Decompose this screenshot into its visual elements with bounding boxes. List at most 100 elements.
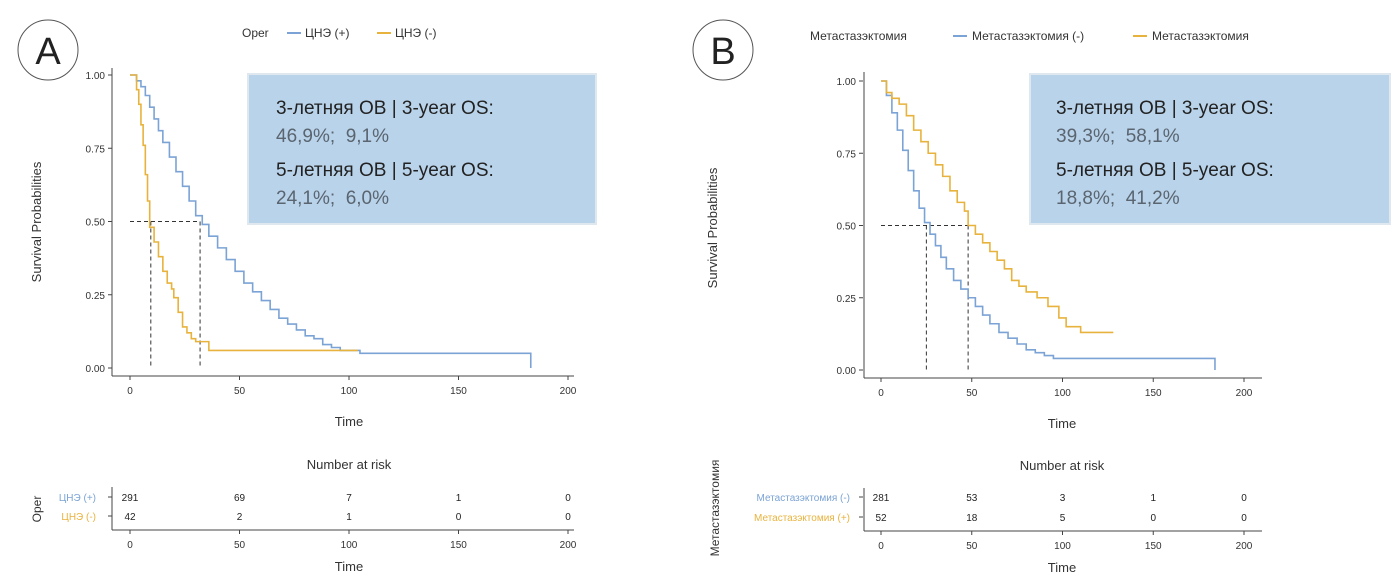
legend-a: Oper ЦНЭ (+) ЦНЭ (-) bbox=[242, 26, 437, 40]
legend-entry: ЦНЭ (+) bbox=[305, 26, 350, 40]
plot-area-b bbox=[881, 80, 1216, 370]
risk-row-label: ЦНЭ (-) bbox=[61, 512, 96, 523]
risk-values-b: 281 53 3 1 052 18 5 0 00 50 100 150 200 bbox=[859, 493, 1253, 552]
risk-values-a: 291 69 7 1 042 2 1 0 00 50 100 150 200 bbox=[108, 493, 577, 551]
risk-value: 53 bbox=[966, 493, 978, 504]
risk-value: 7 bbox=[346, 493, 352, 504]
x-axis-label: Time bbox=[1048, 416, 1076, 431]
annotation-box-bg bbox=[1029, 73, 1391, 225]
risk-row-label: Метастазэктомия (+) bbox=[754, 513, 850, 524]
ticks-b: 0.00 0.25 0.50 0.75 1.00 0 50 100 150 200 bbox=[837, 77, 1253, 399]
legend-b: Метастазэктомия Метастазэктомия (-) Мета… bbox=[810, 29, 1249, 43]
legend-entry: ЦНЭ (-) bbox=[395, 26, 437, 40]
risk-value: 52 bbox=[875, 513, 887, 524]
risk-table-title: Number at risk bbox=[1020, 458, 1105, 473]
risk-row-label: ЦНЭ (+) bbox=[59, 493, 96, 504]
risk-value: 69 bbox=[234, 493, 246, 504]
risk-x-tick-label: 150 bbox=[450, 540, 467, 551]
y-tick-label: 0.25 bbox=[837, 294, 857, 305]
risk-value: 0 bbox=[565, 493, 571, 504]
x-tick-label: 200 bbox=[560, 386, 577, 397]
plot-area-a bbox=[130, 74, 532, 368]
risk-x-tick-label: 150 bbox=[1145, 541, 1162, 552]
x-axis-label: Time bbox=[335, 414, 363, 429]
y-axis-label: Survival Probabilities bbox=[705, 167, 720, 288]
survival-curve-blue bbox=[881, 80, 1216, 370]
survival-curve-blue bbox=[130, 74, 532, 368]
y-tick-label: 1.00 bbox=[837, 77, 857, 88]
y-tick-label: 0.75 bbox=[837, 149, 857, 160]
annotation-line1-value: 46,9%; 9,1% bbox=[276, 126, 389, 147]
risk-value: 5 bbox=[1060, 513, 1066, 524]
annotation-line1-label: 3-летняя ОВ | 3-year OS: bbox=[276, 98, 494, 119]
axes-b: Survival Probabilities Time 0.00 0.25 0.50… bbox=[705, 72, 1262, 431]
x-tick-label: 150 bbox=[1145, 388, 1162, 399]
legend-entry: Метастазэктомия bbox=[1152, 29, 1249, 43]
risk-value: 0 bbox=[1241, 513, 1247, 524]
annotation-line2-value: 24,1%; 6,0% bbox=[276, 188, 389, 209]
y-tick-label: 0.50 bbox=[837, 222, 857, 233]
risk-value: 1 bbox=[456, 493, 462, 504]
y-axis-label: Survival Probabilities bbox=[29, 161, 44, 282]
risk-value: 3 bbox=[1060, 493, 1066, 504]
risk-table-b: Number at risk Метастазэктомия Метастазэ… bbox=[708, 458, 1262, 575]
risk-value: 1 bbox=[1150, 493, 1156, 504]
x-tick-label: 0 bbox=[127, 386, 133, 397]
legend-title: Метастазэктомия bbox=[810, 29, 907, 43]
x-tick-label: 200 bbox=[1236, 388, 1253, 399]
risk-x-tick-label: 50 bbox=[966, 541, 978, 552]
risk-value: 42 bbox=[124, 512, 136, 523]
survival-curve-orange bbox=[881, 80, 1114, 334]
risk-x-tick-label: 0 bbox=[878, 541, 884, 552]
risk-x-tick-label: 0 bbox=[127, 540, 133, 551]
risk-x-label: Time bbox=[1048, 560, 1076, 575]
risk-value: 291 bbox=[122, 493, 139, 504]
risk-table-a: Number at risk Oper ЦНЭ (+) ЦНЭ (-) Time… bbox=[30, 457, 577, 574]
panel-a-label-circle bbox=[17, 19, 79, 81]
risk-value: 2 bbox=[237, 512, 243, 523]
risk-row-label: Метастазэктомия (-) bbox=[757, 493, 850, 504]
risk-value: 0 bbox=[1150, 513, 1156, 524]
annotation-line2-label: 5-летняя ОВ | 5-year OS: bbox=[1056, 160, 1274, 181]
x-tick-label: 100 bbox=[341, 386, 358, 397]
risk-x-tick-label: 100 bbox=[341, 540, 358, 551]
risk-value: 281 bbox=[873, 493, 890, 504]
x-tick-label: 150 bbox=[450, 386, 467, 397]
annotation-box-bg bbox=[247, 73, 597, 225]
ticks-a: 0.00 0.25 0.50 0.75 1.00 0 50 100 150 200 bbox=[86, 71, 577, 397]
y-tick-label: 0.75 bbox=[86, 144, 106, 155]
risk-x-tick-label: 50 bbox=[234, 540, 246, 551]
panel-b-label-circle bbox=[692, 19, 754, 81]
panel-a: A Oper ЦНЭ (+) ЦНЭ (-) Survival Probabil… bbox=[17, 19, 597, 574]
risk-table-strata-label: Oper bbox=[30, 496, 44, 523]
annotation-line2-label: 5-летняя ОВ | 5-year OS: bbox=[276, 160, 494, 181]
y-tick-label: 1.00 bbox=[86, 71, 106, 82]
risk-x-tick-label: 100 bbox=[1054, 541, 1071, 552]
risk-x-tick-label: 200 bbox=[1236, 541, 1253, 552]
panel-a-label: A bbox=[35, 31, 61, 73]
risk-x-tick-label: 200 bbox=[560, 540, 577, 551]
x-tick-label: 50 bbox=[966, 388, 978, 399]
annotation-line1-value: 39,3%; 58,1% bbox=[1056, 126, 1180, 147]
panel-b-label: B bbox=[710, 31, 735, 73]
risk-value: 0 bbox=[565, 512, 571, 523]
y-tick-label: 0.00 bbox=[86, 364, 106, 375]
survival-curve-orange bbox=[130, 74, 358, 352]
risk-value: 0 bbox=[1241, 493, 1247, 504]
annotation-line1-label: 3-летняя ОВ | 3-year OS: bbox=[1056, 98, 1274, 119]
risk-value: 0 bbox=[456, 512, 462, 523]
legend-title: Oper bbox=[242, 26, 269, 40]
x-tick-label: 0 bbox=[878, 388, 884, 399]
legend-entry: Метастазэктомия (-) bbox=[972, 29, 1084, 43]
x-tick-label: 50 bbox=[234, 386, 246, 397]
risk-value: 1 bbox=[346, 512, 352, 523]
risk-x-label: Time bbox=[335, 559, 363, 574]
annotation-box-a: 3-летняя ОВ | 3-year OS: 46,9%; 9,1% 5-л… bbox=[247, 73, 597, 225]
risk-table-strata-label: Метастазэктомия bbox=[708, 460, 722, 557]
annotation-line2-value: 18,8%; 41,2% bbox=[1056, 188, 1180, 209]
x-tick-label: 100 bbox=[1054, 388, 1071, 399]
annotation-box-b: 3-летняя ОВ | 3-year OS: 39,3%; 58,1% 5-… bbox=[1029, 73, 1391, 225]
y-tick-label: 0.00 bbox=[837, 366, 857, 377]
risk-table-title: Number at risk bbox=[307, 457, 392, 472]
